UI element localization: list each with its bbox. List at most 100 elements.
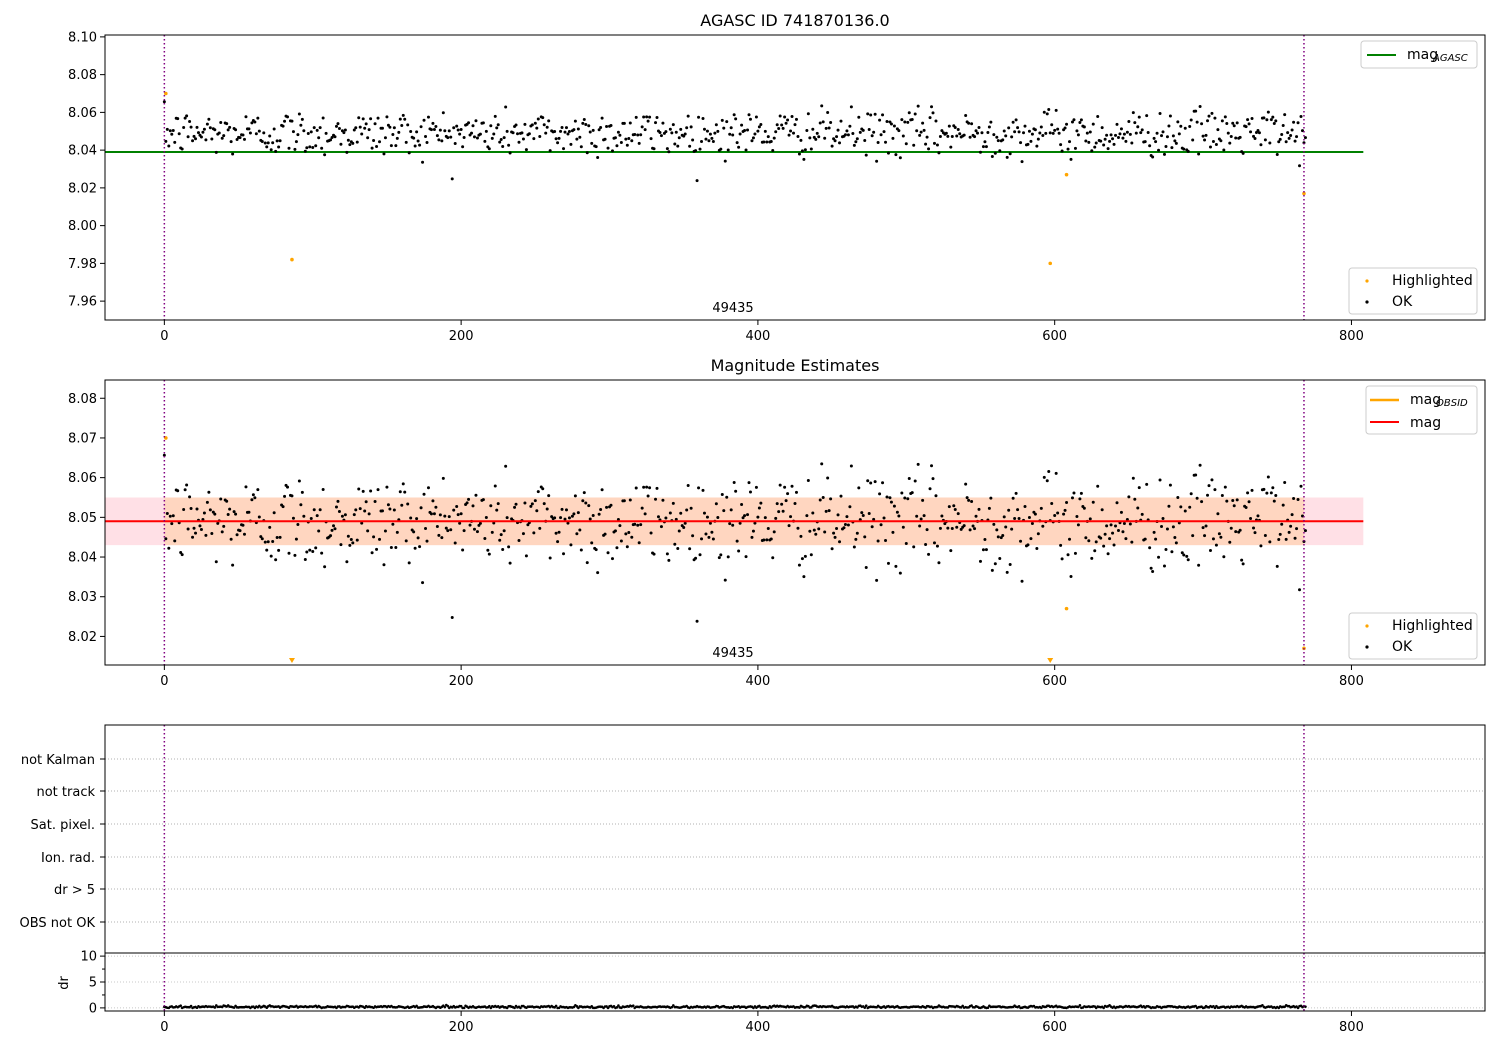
ok-point (234, 512, 238, 516)
ok-point (366, 136, 370, 140)
ok-point (895, 510, 899, 514)
ok-point (1100, 508, 1104, 512)
ok-point (1162, 152, 1166, 156)
ok-point (953, 508, 957, 512)
ok-point (351, 141, 355, 145)
ok-point (907, 111, 911, 115)
ok-point (483, 537, 487, 541)
dr-point (459, 1004, 463, 1008)
ok-point (1280, 522, 1284, 526)
ok-point (1284, 140, 1288, 144)
ok-point (1079, 118, 1083, 122)
ok-point (864, 153, 868, 157)
ok-point (437, 533, 441, 537)
ok-point (903, 496, 907, 500)
y-tick-label: 7.96 (68, 295, 97, 310)
ok-point (287, 146, 291, 150)
ok-point (502, 136, 506, 140)
ok-point (806, 112, 810, 116)
ok-point (321, 487, 325, 491)
ok-point (691, 534, 695, 538)
highlighted-point (290, 257, 294, 262)
ok-point (934, 494, 938, 498)
ok-point (383, 529, 387, 533)
ok-point (401, 113, 405, 117)
ok-point (584, 501, 588, 505)
ok-point (1247, 122, 1251, 126)
y-tick-label: 0 (89, 1001, 97, 1016)
ok-point (1036, 137, 1040, 141)
ok-point (1029, 537, 1033, 541)
ok-point (1090, 149, 1094, 153)
ok-point (891, 136, 895, 140)
ok-point (398, 490, 402, 494)
ok-point (170, 132, 174, 136)
ok-point (305, 146, 309, 150)
ok-point (754, 115, 758, 119)
ok-point (676, 144, 680, 148)
ok-point (884, 140, 888, 144)
ok-point (1130, 540, 1134, 544)
ok-point (861, 514, 865, 518)
ok-point (1235, 121, 1239, 125)
ok-point (915, 129, 919, 133)
ok-point (953, 126, 957, 130)
ok-point (342, 131, 346, 135)
ok-point (495, 508, 499, 512)
ok-point (1105, 133, 1109, 137)
ok-point (955, 134, 959, 138)
ok-point (1179, 505, 1183, 509)
ok-point (360, 132, 364, 136)
ok-point (998, 556, 1002, 560)
dr-point (961, 1004, 964, 1008)
ok-point (996, 535, 1000, 539)
ok-point (208, 508, 212, 512)
ok-point (613, 529, 617, 533)
ok-point (802, 157, 806, 161)
ok-point (450, 177, 454, 181)
ok-point (533, 499, 537, 503)
ok-point (955, 525, 959, 529)
ok-point (888, 496, 892, 500)
ok-point (702, 127, 706, 131)
ok-point (1214, 543, 1218, 547)
ok-point (1240, 558, 1244, 562)
ok-point (228, 507, 232, 511)
ok-point (725, 120, 729, 124)
ok-point (835, 527, 839, 531)
ok-point (330, 528, 334, 532)
ok-point (967, 498, 971, 502)
ok-point (860, 511, 864, 515)
ok-point (1183, 509, 1187, 513)
ok-point (603, 532, 607, 536)
ok-point (290, 494, 294, 498)
ok-point (1211, 537, 1215, 541)
ok-point (1225, 499, 1229, 503)
ok-point (625, 545, 629, 549)
ok-point (484, 516, 488, 520)
ok-point (1238, 135, 1242, 139)
ok-point (789, 515, 793, 519)
ok-point (670, 131, 674, 135)
ok-point (425, 539, 429, 543)
ok-point (1191, 534, 1195, 538)
ok-point (1109, 523, 1113, 527)
ok-point (754, 485, 758, 489)
ok-point (751, 529, 755, 533)
ok-point (1299, 114, 1303, 118)
ok-point (701, 116, 705, 120)
ok-point (719, 553, 723, 557)
ok-point (435, 134, 439, 138)
ok-point (889, 122, 893, 126)
ok-point (373, 500, 377, 504)
ok-point (1283, 113, 1287, 117)
ok-point (1246, 118, 1250, 122)
ok-point (559, 129, 563, 133)
ok-point (652, 147, 656, 151)
y-tick-label: 5 (89, 976, 97, 991)
ok-point (530, 502, 534, 506)
ok-point (367, 512, 371, 516)
ok-point (274, 558, 278, 562)
ok-point (622, 499, 626, 503)
ok-point (1152, 136, 1156, 140)
